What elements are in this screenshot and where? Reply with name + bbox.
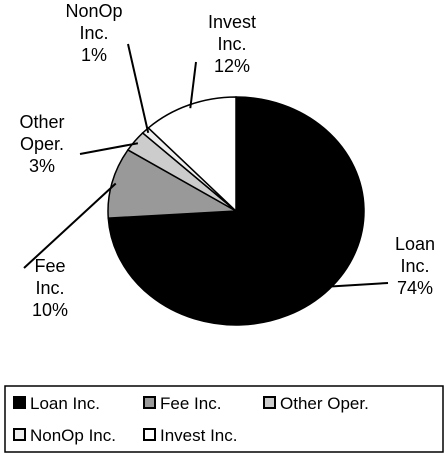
slice-label: Invest Inc. — [208, 12, 256, 54]
slice-value-label: 1% — [81, 45, 107, 65]
legend-label: Loan Inc. — [30, 394, 100, 413]
slice-value-label: 74% — [397, 278, 433, 298]
slice-label: Other Oper. — [19, 112, 64, 154]
slice-value-label: 10% — [32, 300, 68, 320]
legend-swatch — [13, 428, 26, 441]
legend-label: Invest Inc. — [160, 426, 237, 445]
legend-swatch — [143, 396, 156, 409]
legend-box — [4, 385, 444, 453]
pie-slice — [107, 148, 239, 219]
legend-label: Fee Inc. — [160, 394, 221, 413]
leader-line — [189, 61, 197, 109]
slice-label: NonOp Inc. — [65, 1, 122, 43]
slice-label: Fee Inc. — [34, 256, 65, 298]
leader-line — [23, 182, 117, 269]
slice-value-label: 3% — [29, 156, 55, 176]
leader-line — [326, 282, 389, 288]
leader-line — [127, 43, 150, 134]
legend-swatch — [263, 396, 276, 409]
legend-label: NonOp Inc. — [30, 426, 116, 445]
legend-swatch — [13, 396, 26, 409]
pie-slice — [147, 96, 237, 213]
slice-value-label: 12% — [214, 56, 250, 76]
legend-swatch — [143, 428, 156, 441]
leader-line — [79, 142, 139, 155]
slice-label: Loan Inc. — [395, 234, 435, 276]
legend-label: Other Oper. — [280, 394, 369, 413]
